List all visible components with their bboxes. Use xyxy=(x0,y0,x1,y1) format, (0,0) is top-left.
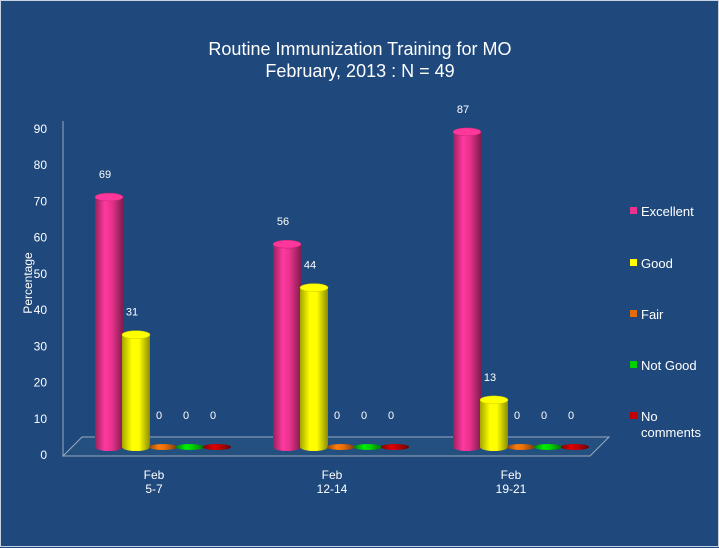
data-label: 0 xyxy=(541,410,547,422)
bar-not-good-3 xyxy=(534,444,562,450)
legend-item-fair: Fair xyxy=(630,307,664,322)
data-labels-group: 69 31 0 0 0 56 44 0 0 0 87 13 0 0 0 xyxy=(99,104,574,422)
category-label: Feb 5-7 xyxy=(144,468,165,496)
y-tick-label: 90 xyxy=(34,122,48,136)
legend-item-good: Good xyxy=(630,256,673,271)
data-label: 0 xyxy=(568,410,574,422)
legend-item-not-good: Not Good xyxy=(630,358,697,373)
category-labels-group: Feb 5-7 Feb 12-14 Feb 19-21 xyxy=(144,468,527,496)
legend-item-excellent: Excellent xyxy=(630,204,694,219)
bars-group xyxy=(94,127,589,451)
bar-excellent-3 xyxy=(452,127,482,451)
y-tick-label: 10 xyxy=(34,412,48,426)
y-axis: 0 10 20 30 40 50 60 70 80 90 xyxy=(34,121,64,462)
bar-excellent-1 xyxy=(94,192,124,451)
bar-no-comments-2 xyxy=(381,444,409,450)
legend-label: Fair xyxy=(641,307,664,322)
legend-label: Excellent xyxy=(641,204,694,219)
category-label: Feb 19-21 xyxy=(496,468,527,496)
data-label: 0 xyxy=(210,410,216,422)
legend: Excellent Good Fair Not Good No comments xyxy=(630,204,701,440)
data-label: 0 xyxy=(388,410,394,422)
y-tick-label: 80 xyxy=(34,158,48,172)
category-label: Feb 12-14 xyxy=(317,468,348,496)
data-label: 87 xyxy=(457,104,469,116)
chart-subtitle: February, 2013 : N = 49 xyxy=(265,61,454,81)
data-label: 0 xyxy=(514,410,520,422)
data-label: 31 xyxy=(126,307,138,319)
y-tick-label: 50 xyxy=(34,267,48,281)
bar-no-comments-1 xyxy=(203,444,231,450)
bar-not-good-1 xyxy=(176,444,204,450)
data-label: 44 xyxy=(304,260,316,272)
y-axis-label: Percentage xyxy=(21,252,35,314)
bar-good-3 xyxy=(479,395,509,451)
y-tick-label: 70 xyxy=(34,194,48,208)
legend-label: No comments xyxy=(641,409,701,440)
bar-good-1 xyxy=(121,330,151,451)
chart-title: Routine Immunization Training for MO xyxy=(208,39,511,59)
bar-fair-2 xyxy=(327,444,355,450)
data-label: 0 xyxy=(183,410,189,422)
bar-no-comments-3 xyxy=(561,444,589,450)
bar-not-good-2 xyxy=(354,444,382,450)
y-tick-label: 0 xyxy=(40,448,47,462)
data-label: 0 xyxy=(156,410,162,422)
legend-swatch xyxy=(630,361,637,368)
data-label: 69 xyxy=(99,169,111,181)
bar-fair-1 xyxy=(149,444,177,450)
legend-item-no-comments: No comments xyxy=(630,409,701,440)
y-tick-label: 30 xyxy=(34,339,48,353)
legend-label: Not Good xyxy=(641,358,697,373)
bar-good-2 xyxy=(299,283,329,451)
y-tick-label: 40 xyxy=(34,303,48,317)
data-label: 0 xyxy=(361,410,367,422)
data-label: 13 xyxy=(484,372,496,384)
y-tick-label: 60 xyxy=(34,231,48,245)
data-label: 56 xyxy=(277,216,289,228)
legend-label: Good xyxy=(641,256,673,271)
y-tick-label: 20 xyxy=(34,376,48,390)
bar-excellent-2 xyxy=(272,239,302,451)
data-label: 0 xyxy=(334,410,340,422)
bar-fair-3 xyxy=(507,444,535,450)
legend-swatch xyxy=(630,412,637,419)
legend-swatch xyxy=(630,207,637,214)
legend-swatch xyxy=(630,310,637,317)
legend-swatch xyxy=(630,259,637,266)
